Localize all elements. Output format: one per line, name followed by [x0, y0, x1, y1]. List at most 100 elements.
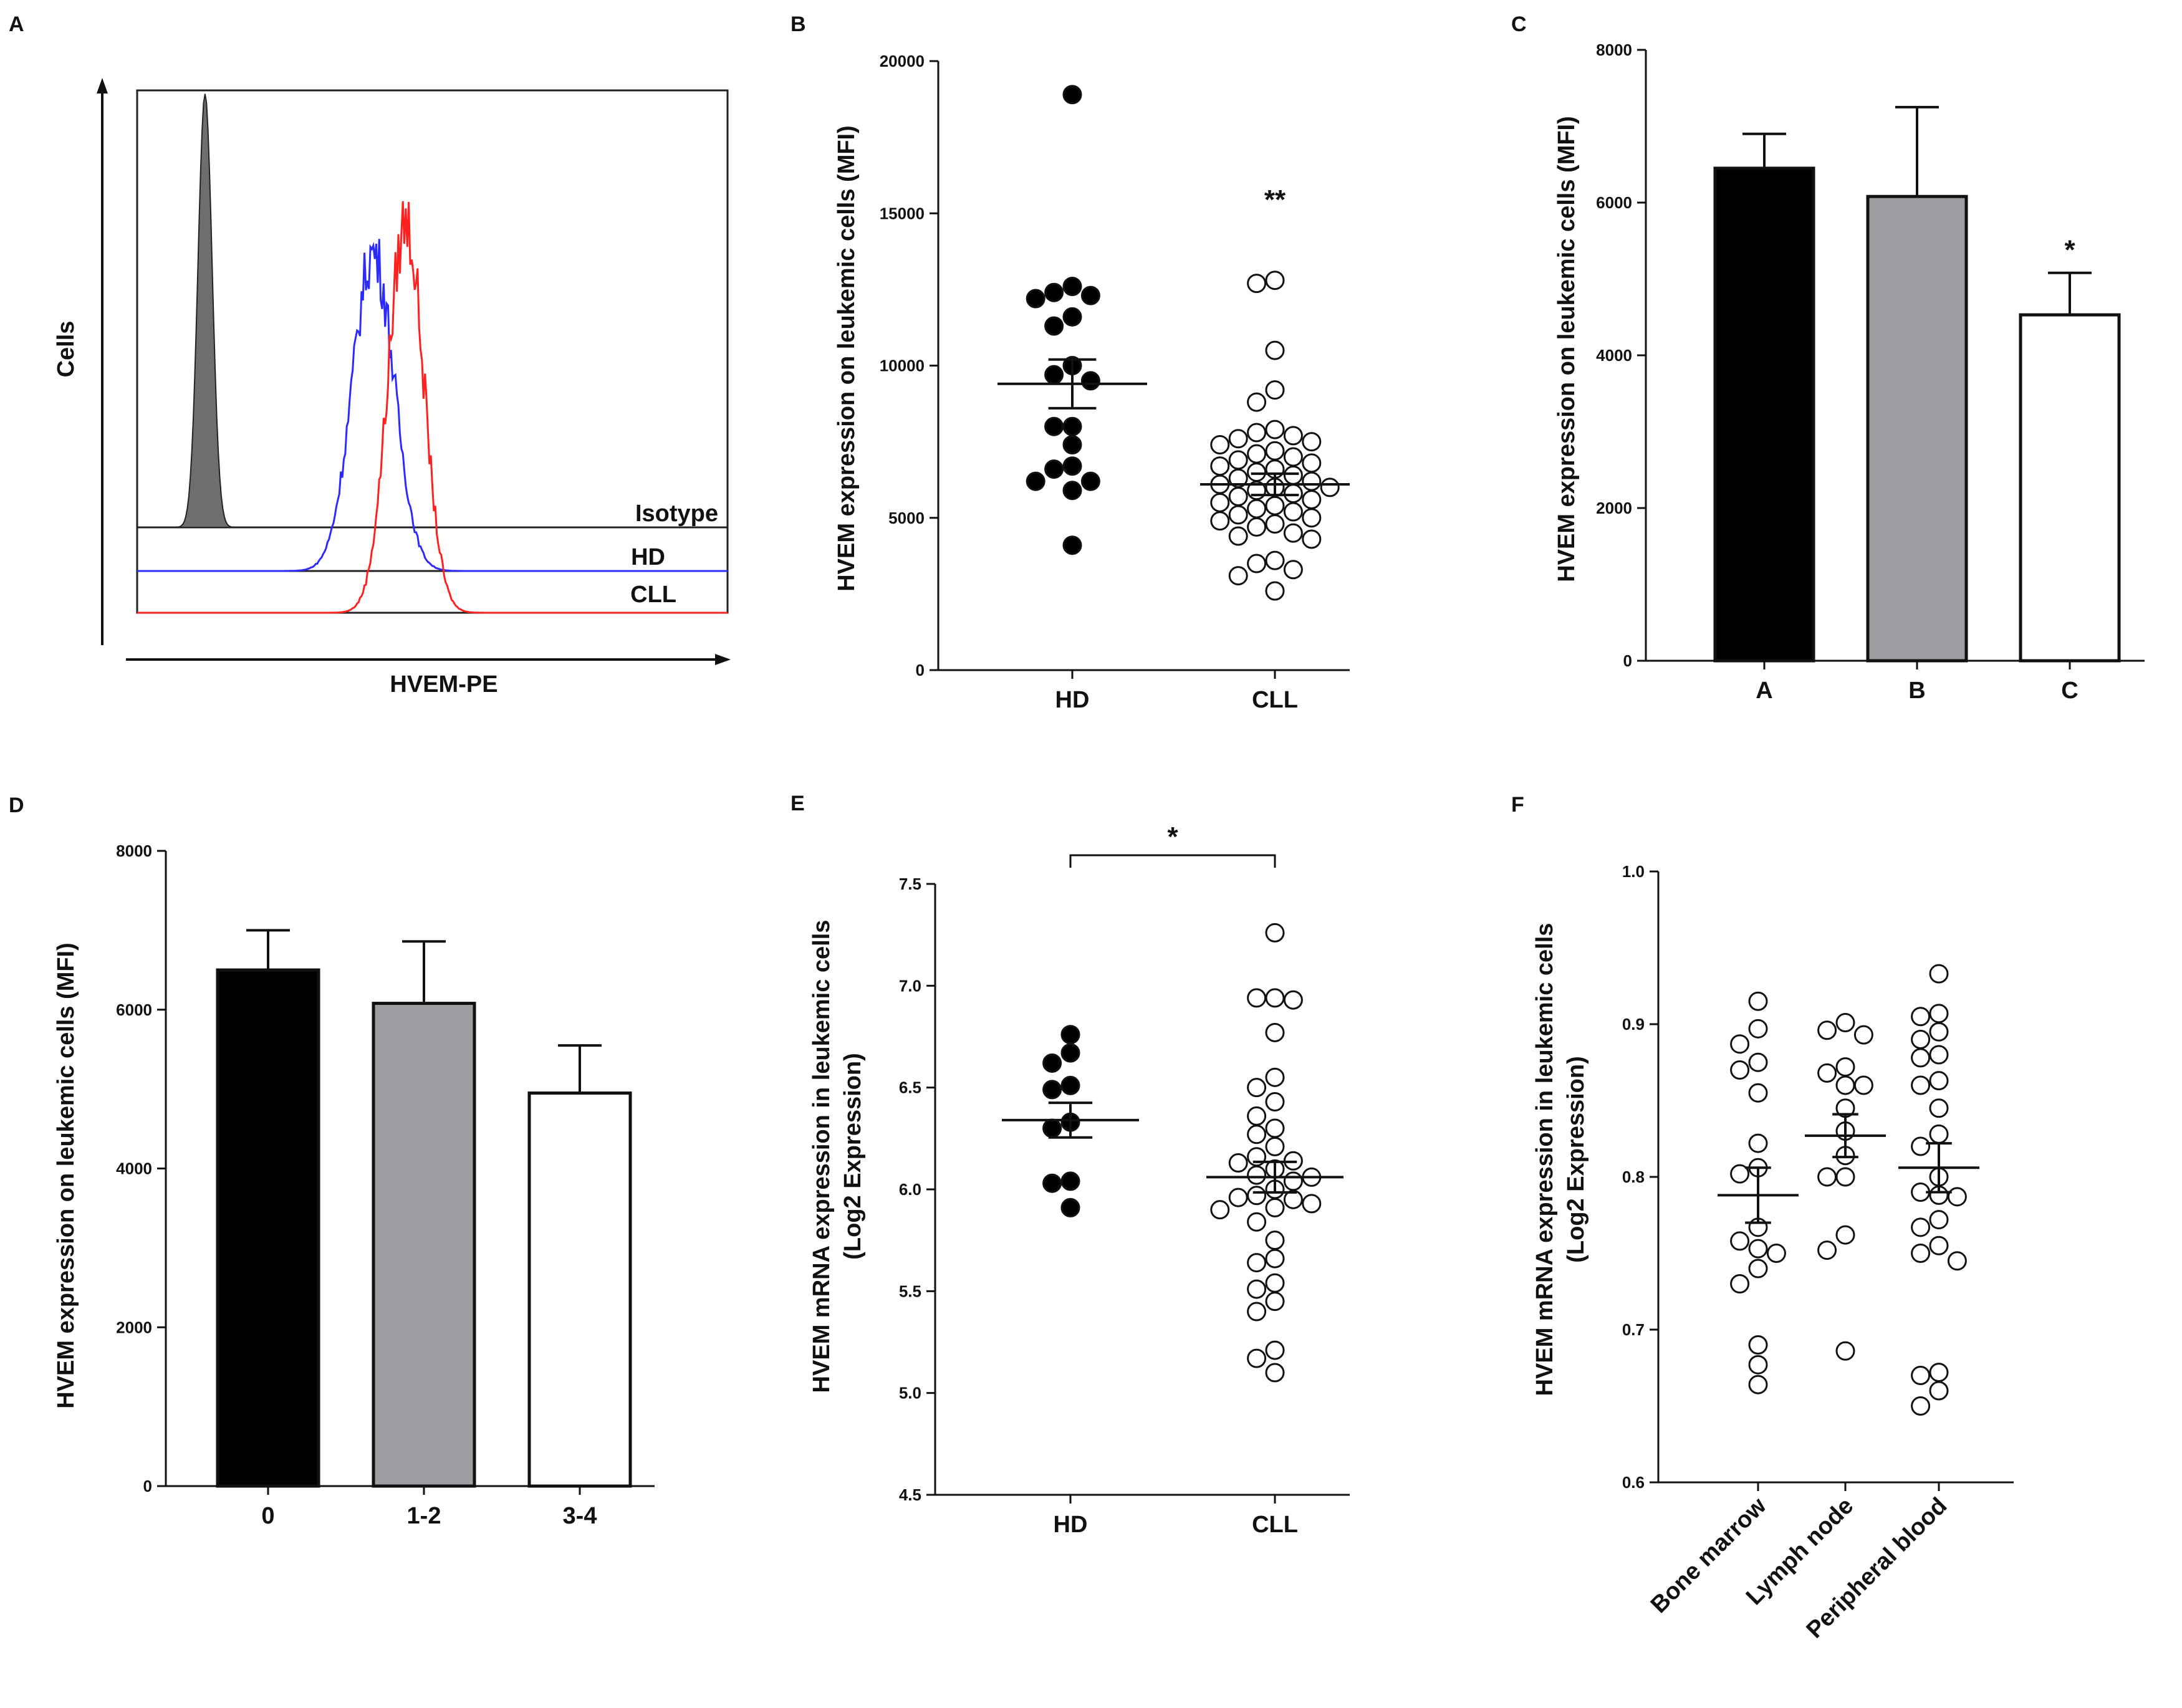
panel-label-d: D — [9, 794, 24, 817]
data-point — [1911, 1366, 1931, 1385]
data-point — [1062, 85, 1082, 105]
data-point — [1911, 1075, 1931, 1095]
data-point — [1911, 1007, 1931, 1027]
data-point — [1042, 1118, 1062, 1138]
data-point — [1228, 429, 1248, 449]
data-point — [1044, 459, 1064, 479]
y-tick-label: 4.5 — [899, 1485, 921, 1504]
bar — [527, 1091, 632, 1488]
data-point — [1210, 511, 1230, 531]
data-point — [1265, 1118, 1285, 1138]
y-tick-label: 6.0 — [899, 1180, 921, 1199]
data-point — [1247, 517, 1267, 537]
histogram-isotype — [137, 94, 728, 528]
data-point — [1247, 554, 1267, 573]
y-axis-label: HVEM expression on leukemic cells (MFI) — [1554, 116, 1580, 582]
data-point — [1947, 1251, 1967, 1271]
data-point — [1265, 1273, 1285, 1293]
x-tick-label: HD — [1054, 1512, 1088, 1538]
data-point — [1228, 526, 1248, 546]
data-point — [1911, 1048, 1931, 1068]
data-point — [1265, 496, 1285, 516]
y-tick-label: 0.9 — [1622, 1015, 1645, 1034]
data-point — [1265, 1231, 1285, 1250]
data-point — [1929, 1098, 1949, 1118]
y-tick-label: 0.6 — [1622, 1473, 1645, 1492]
data-point — [1748, 1259, 1768, 1279]
bar — [216, 968, 320, 1488]
significance-bracket — [1069, 854, 1276, 868]
data-point — [1730, 1164, 1750, 1184]
data-point — [1283, 502, 1303, 522]
y-tick-label: 8000 — [116, 842, 152, 860]
data-point — [1062, 456, 1082, 476]
data-point — [1748, 991, 1768, 1011]
data-point — [1247, 444, 1267, 464]
significance-star: ** — [1264, 185, 1286, 215]
y-tick-label: 0 — [916, 661, 925, 679]
data-point — [1265, 1136, 1285, 1156]
data-point — [1062, 307, 1082, 327]
data-point — [1228, 450, 1248, 470]
data-point — [1911, 1396, 1931, 1416]
data-point — [1060, 1025, 1080, 1045]
bar — [2019, 313, 2121, 663]
data-point — [1730, 1274, 1750, 1293]
data-point — [1247, 1165, 1267, 1185]
data-point — [1748, 1375, 1768, 1394]
data-point — [1062, 276, 1082, 296]
data-point — [1817, 1020, 1837, 1040]
data-point — [1302, 529, 1322, 549]
data-point — [1302, 432, 1322, 452]
data-point — [1748, 1355, 1768, 1375]
panel-e: E HVEM mRNA expression in leukemic cells… — [791, 792, 1350, 1538]
y-axis-label-line2: (Log2 Expression) — [1563, 1056, 1589, 1263]
data-point — [1247, 1078, 1267, 1098]
panel-label-f: F — [1511, 793, 1524, 817]
bar — [1713, 166, 1815, 663]
data-point — [1929, 1045, 1949, 1065]
y-tick-label: 6000 — [116, 1000, 152, 1019]
legend-label-cll: CLL — [630, 582, 676, 608]
bar — [1866, 194, 1968, 663]
data-point — [1835, 1225, 1855, 1245]
y-tick-label: 7.5 — [899, 875, 921, 893]
data-point — [1042, 1053, 1062, 1073]
data-point — [1265, 1292, 1285, 1312]
data-point — [1835, 1075, 1855, 1095]
data-point — [1748, 1239, 1768, 1259]
data-point — [1302, 508, 1322, 528]
data-point — [1929, 1022, 1949, 1042]
data-point — [1247, 423, 1267, 443]
data-point — [1247, 1348, 1267, 1368]
y-tick-label: 6000 — [1596, 193, 1632, 212]
data-point — [1748, 1335, 1768, 1355]
data-point — [1044, 416, 1064, 436]
data-point — [1265, 550, 1285, 570]
data-point — [1265, 420, 1285, 439]
x-tick-label: B — [1908, 678, 1925, 704]
data-point — [1247, 988, 1267, 1008]
data-point — [1835, 1013, 1855, 1033]
data-point — [1911, 1030, 1931, 1049]
data-point — [1853, 1075, 1873, 1095]
x-tick-label: A — [1756, 678, 1772, 704]
data-point — [1302, 453, 1322, 473]
x-tick-label: C — [2061, 678, 2078, 704]
x-axis-label: HVEM-PE — [390, 671, 497, 698]
data-point — [1283, 523, 1303, 543]
data-point — [1817, 1063, 1837, 1083]
data-point — [1060, 1197, 1080, 1217]
data-point — [1283, 426, 1303, 446]
y-tick-label: 1.0 — [1622, 862, 1645, 881]
data-point — [1929, 1004, 1949, 1024]
data-point — [1247, 1186, 1267, 1206]
data-point — [1766, 1244, 1786, 1263]
data-point — [1265, 988, 1285, 1008]
data-point — [1265, 1363, 1285, 1383]
data-point — [1247, 1125, 1267, 1144]
y-tick-label: 7.0 — [899, 976, 921, 995]
data-point — [1947, 1187, 1967, 1207]
data-point — [1044, 282, 1064, 302]
